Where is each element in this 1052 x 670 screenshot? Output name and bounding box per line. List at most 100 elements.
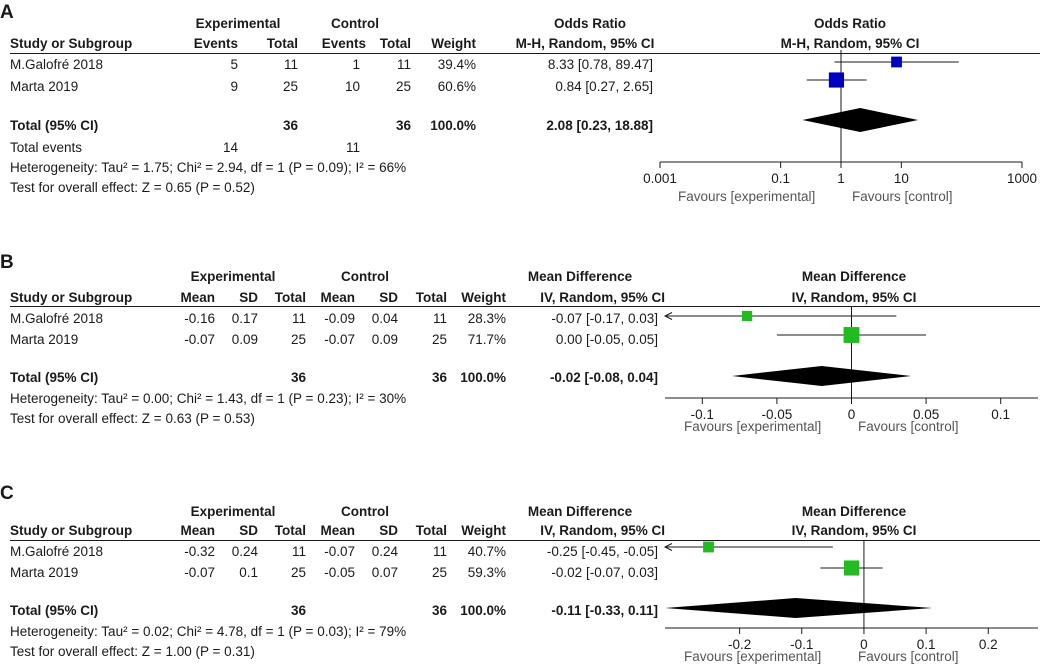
effect-header-title: Mean Difference: [527, 504, 633, 519]
column-header-ctrl-total: Total: [415, 523, 447, 538]
overall-effect-text: Test for overall effect: Z = 0.65 (P = 0…: [10, 180, 255, 195]
effect-header-title: Mean Difference: [527, 269, 633, 284]
forest-plot-c: C Experimental Control Mean Difference M…: [0, 481, 1052, 670]
x-tick-label: -0.2: [728, 637, 751, 652]
total-label: Total (95% CI): [10, 118, 99, 133]
x-tick-label: 1000: [1007, 171, 1037, 186]
cell: 0.07: [371, 565, 398, 580]
study-name: M.Galofré 2018: [10, 311, 104, 326]
column-header-ctrl-sd: SD: [379, 523, 398, 538]
cell: 0.04: [371, 311, 398, 326]
total-ctrl: 36: [395, 118, 411, 133]
x-tick-label: 0: [848, 407, 856, 422]
cell: -0.05: [324, 565, 355, 580]
cell: 11: [432, 311, 447, 326]
x-tick-label: -0.05: [762, 407, 793, 422]
forest-plot-b: B Experimental Control Mean Difference M…: [0, 250, 1052, 450]
cell: 0.09: [371, 332, 398, 347]
study-marker: [828, 72, 845, 88]
forest-plot-area: -0.2 -0.1 0 0.1 0.2: [663, 540, 1038, 652]
header-divider: [10, 540, 1040, 541]
cell: -0.07: [324, 332, 355, 347]
cell: 0.24: [371, 544, 398, 559]
cell: 11: [291, 544, 306, 559]
favours-experimental: Favours [experimental]: [684, 419, 822, 434]
cell: 25: [290, 332, 306, 347]
overall-effect-text: Test for overall effect: Z = 0.63 (P = 0…: [10, 411, 255, 426]
ci-arrow: [663, 543, 673, 551]
cell: -0.07: [184, 332, 215, 347]
cell: 5: [230, 57, 238, 72]
cell: -0.09: [324, 311, 355, 326]
column-header-study: Study or Subgroup: [10, 36, 133, 51]
group-header-experimental: Experimental: [190, 269, 276, 284]
total-label: Total (95% CI): [10, 603, 99, 618]
ci-cell: 8.33 [0.78, 89.47]: [547, 57, 653, 72]
cell: 25: [395, 79, 411, 94]
total-weight: 100.0%: [430, 118, 476, 133]
plot-header-title: Mean Difference: [801, 504, 907, 519]
ci-arrow: [663, 312, 673, 320]
favours-control: Favours [control]: [858, 649, 959, 664]
x-tick-label: 1: [837, 171, 845, 186]
cell: -0.07: [184, 565, 215, 580]
cell: 0.17: [231, 311, 258, 326]
ci-cell: -0.25 [-0.45, -0.05]: [546, 544, 658, 559]
column-header-ctrl-mean: Mean: [320, 290, 355, 305]
study-marker: [843, 327, 860, 343]
weight-cell: 59.3%: [467, 565, 506, 580]
cell: 11: [432, 544, 447, 559]
effect-header-method: M-H, Random, 95% CI: [515, 36, 655, 51]
favours-experimental: Favours [experimental]: [678, 189, 816, 204]
forest-plot-area: 0.001 0.1 1 10 1000: [643, 50, 1037, 186]
heterogeneity-text: Heterogeneity: Tau² = 0.02; Chi² = 4.78,…: [10, 624, 407, 639]
column-header-exp-total: Total: [274, 523, 306, 538]
header-divider: [10, 306, 1040, 307]
effect-header-method: IV, Random, 95% CI: [540, 523, 665, 538]
total-ctrl: 36: [431, 370, 447, 385]
total-events-exp: 14: [222, 140, 238, 155]
ci-cell: 0.00 [-0.05, 0.05]: [555, 332, 658, 347]
cell: -0.07: [324, 544, 355, 559]
column-header-ctrl-mean: Mean: [320, 523, 355, 538]
group-header-experimental: Experimental: [195, 16, 281, 31]
study-marker: [741, 310, 753, 322]
cell: 0.24: [231, 544, 258, 559]
total-ci: 2.08 [0.23, 18.88]: [546, 118, 653, 133]
effect-header-method: IV, Random, 95% CI: [540, 290, 665, 305]
total-exp: 36: [290, 603, 306, 618]
plot-header-method: M-H, Random, 95% CI: [780, 36, 920, 51]
pooled-diamond: [732, 366, 912, 386]
column-header-exp-total: Total: [274, 290, 306, 305]
column-header-weight: Weight: [461, 290, 506, 305]
column-header-ctrl-total: Total: [415, 290, 447, 305]
group-header-experimental: Experimental: [190, 504, 276, 519]
x-tick-label: 0.1: [991, 407, 1010, 422]
total-ci: -0.11 [-0.33, 0.11]: [551, 603, 658, 618]
cell: 25: [282, 79, 298, 94]
heterogeneity-text: Heterogeneity: Tau² = 1.75; Chi² = 2.94,…: [10, 160, 407, 175]
study-name: M.Galofré 2018: [10, 544, 104, 559]
study-name: Marta 2019: [10, 332, 79, 347]
column-header-weight: Weight: [461, 523, 506, 538]
cell: 10: [344, 79, 360, 94]
weight-cell: 71.7%: [467, 332, 506, 347]
x-tick-label: 0.05: [913, 407, 939, 422]
cell: -0.32: [184, 544, 215, 559]
ci-cell: 0.84 [0.27, 2.65]: [555, 79, 653, 94]
total-events-ctrl: 11: [345, 140, 360, 155]
overall-effect-text: Test for overall effect: Z = 1.00 (P = 0…: [10, 644, 255, 659]
total-exp: 36: [290, 370, 306, 385]
forest-plot-a: A Experimental Control Odds Ratio Odds R…: [0, 0, 1052, 215]
cell: 11: [291, 311, 306, 326]
cell: 0.1: [239, 565, 258, 580]
weight-cell: 28.3%: [467, 311, 506, 326]
total-weight: 100.0%: [460, 603, 506, 618]
effect-header-title: Odds Ratio: [553, 16, 626, 31]
column-header-exp-mean: Mean: [180, 523, 215, 538]
pooled-diamond: [665, 598, 933, 618]
ci-cell: -0.02 [-0.07, 0.03]: [551, 565, 658, 580]
x-tick-label: 10: [894, 171, 909, 186]
cell: 25: [431, 332, 447, 347]
x-tick-label: 0.001: [643, 171, 677, 186]
